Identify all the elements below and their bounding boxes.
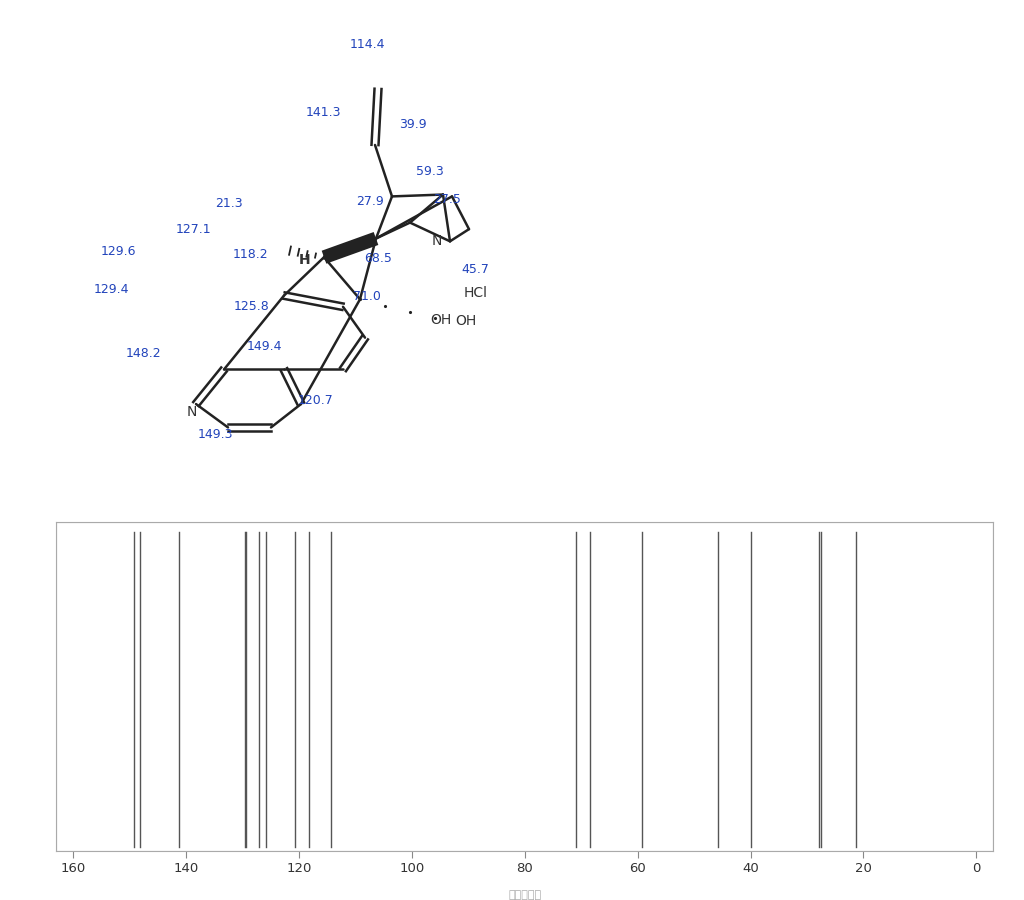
- Text: 59.3: 59.3: [416, 165, 443, 177]
- Text: 129.6: 129.6: [100, 245, 136, 258]
- Text: 149.3: 149.3: [198, 428, 232, 441]
- Text: OH: OH: [430, 313, 452, 327]
- Text: 39.9: 39.9: [399, 118, 427, 130]
- Text: 27.9: 27.9: [356, 194, 384, 208]
- Text: 127.1: 127.1: [175, 222, 211, 236]
- Text: 125.8: 125.8: [234, 301, 270, 313]
- Text: N: N: [432, 234, 442, 248]
- Text: 68.5: 68.5: [365, 252, 392, 265]
- Text: 114.4: 114.4: [349, 39, 385, 51]
- Text: 45.7: 45.7: [461, 263, 488, 276]
- Text: 148.2: 148.2: [125, 347, 161, 360]
- Text: 141.3: 141.3: [305, 105, 341, 119]
- Text: 129.4: 129.4: [93, 284, 129, 296]
- Text: 71.0: 71.0: [353, 290, 381, 303]
- Text: N: N: [186, 404, 198, 419]
- Text: HCl: HCl: [464, 285, 488, 300]
- Text: 149.4: 149.4: [246, 339, 282, 353]
- Bar: [56, 522, 993, 850]
- Text: 盖德化工网: 盖德化工网: [508, 890, 542, 900]
- Text: 120.7: 120.7: [298, 394, 334, 407]
- Text: 118.2: 118.2: [232, 248, 268, 261]
- Text: 21.3: 21.3: [215, 197, 243, 211]
- Text: OH: OH: [455, 314, 476, 328]
- Text: H: H: [299, 253, 311, 267]
- Text: 27.5: 27.5: [433, 193, 461, 206]
